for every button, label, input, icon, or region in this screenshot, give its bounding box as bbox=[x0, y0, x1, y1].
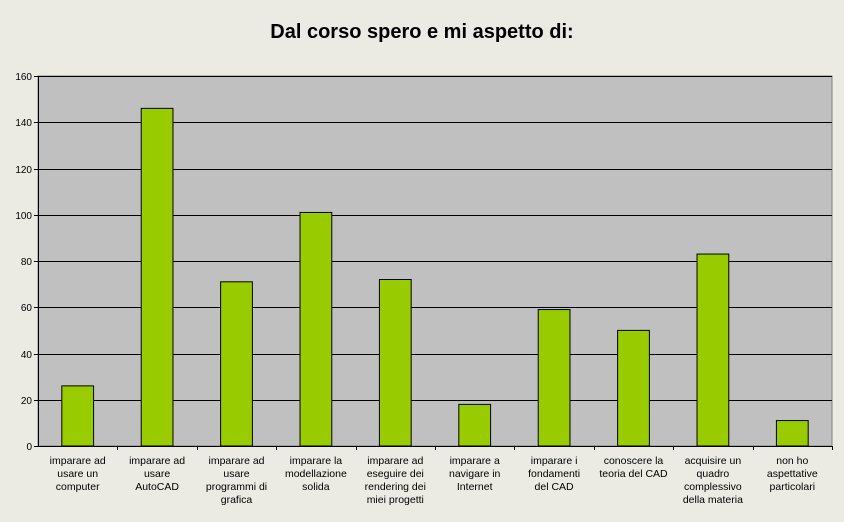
y-tick-label: 160 bbox=[15, 72, 32, 83]
x-category-label: imparare la modellazione solida bbox=[285, 455, 347, 493]
x-category-label-line: rendering dei bbox=[365, 481, 426, 493]
bar bbox=[537, 309, 571, 447]
x-category-label-line: Internet bbox=[457, 481, 493, 493]
bar bbox=[140, 107, 174, 447]
x-category-label-line: usare bbox=[144, 468, 170, 480]
x-category-label-line: solida bbox=[302, 481, 330, 493]
x-category-label-line: fondamenti bbox=[528, 468, 580, 480]
x-category-label-line: particolari bbox=[770, 481, 816, 493]
x-category-label: imparare ad usare un computer bbox=[50, 455, 106, 493]
chart-title: Dal corso spero e mi aspetto di: bbox=[270, 21, 573, 43]
x-category-label-line: usare bbox=[223, 468, 249, 480]
bar bbox=[220, 281, 253, 447]
x-category-label: imparare ad usare programmi di grafica bbox=[206, 455, 267, 506]
x-category-label-line: AutoCAD bbox=[135, 481, 179, 493]
x-category-label-line: imparare ad bbox=[50, 455, 106, 467]
x-category-label: non ho aspettative particolari bbox=[767, 455, 818, 493]
y-tick-label: 40 bbox=[21, 350, 33, 361]
x-category-label-line: navigare in bbox=[449, 468, 501, 480]
x-category-label: imparare ad usare AutoCAD bbox=[129, 455, 185, 493]
x-category-label-line: imparare i bbox=[531, 455, 578, 467]
x-category-label: imparare ad eseguire dei rendering dei miei… bbox=[365, 455, 426, 506]
x-category-label-line: conoscere la bbox=[604, 455, 664, 467]
x-category-label-line: eseguire dei bbox=[367, 468, 424, 480]
x-category-label-line: modellazione bbox=[285, 468, 347, 480]
bar bbox=[696, 253, 730, 447]
x-category-label-line: imparare ad bbox=[367, 455, 423, 467]
y-tick-label: 20 bbox=[21, 396, 33, 407]
x-category-label-line: imparare a bbox=[450, 455, 500, 467]
x-category-label: imparare a navigare in Internet bbox=[449, 455, 501, 493]
x-category-label-line: computer bbox=[56, 481, 100, 493]
y-tick-label: 100 bbox=[15, 211, 32, 222]
x-category-label-line: aspettative bbox=[767, 468, 818, 480]
bar bbox=[775, 420, 809, 447]
x-category-label-line: non ho bbox=[776, 455, 808, 467]
x-category-label-line: della materia bbox=[683, 494, 743, 506]
x-category-label-line: del CAD bbox=[535, 481, 575, 493]
y-tick-label: 0 bbox=[26, 442, 32, 453]
y-tick-label: 80 bbox=[21, 257, 33, 268]
bar bbox=[617, 329, 650, 447]
x-category-label-line: miei progetti bbox=[367, 494, 424, 506]
x-category-label-line: quadro bbox=[697, 468, 730, 480]
x-category-label: imparare i fondamenti del CAD bbox=[528, 455, 580, 493]
x-category-label-line: usare un bbox=[57, 468, 98, 480]
bar bbox=[458, 403, 492, 447]
bar bbox=[299, 211, 333, 447]
y-tick-label: 120 bbox=[15, 165, 32, 176]
y-tick-label: 140 bbox=[15, 118, 32, 129]
bar bbox=[378, 279, 412, 447]
bar bbox=[61, 385, 95, 447]
x-category-label-line: programmi di bbox=[206, 481, 267, 493]
x-category-label-line: complessivo bbox=[684, 481, 742, 493]
x-category-label: acquisire un quadro complessivo della mater… bbox=[683, 455, 743, 506]
x-category-label: conoscere la teoria del CAD bbox=[599, 455, 668, 480]
x-category-label-line: imparare la bbox=[290, 455, 343, 467]
x-category-label-line: imparare ad bbox=[129, 455, 185, 467]
x-category-label-line: teoria del CAD bbox=[599, 468, 668, 480]
x-category-label-line: acquisire un bbox=[685, 455, 742, 467]
x-category-label-line: grafica bbox=[221, 494, 253, 506]
x-category-label-line: imparare ad bbox=[208, 455, 264, 467]
y-tick-label: 60 bbox=[21, 303, 33, 314]
